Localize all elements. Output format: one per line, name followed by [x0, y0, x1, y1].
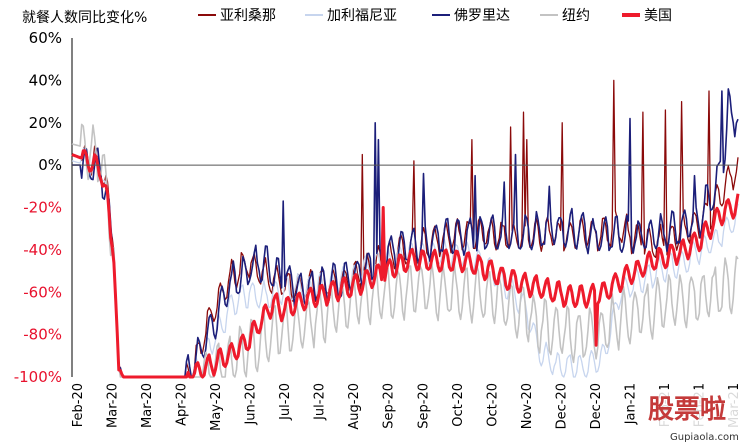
x-tick-label: Jul-20	[278, 383, 293, 421]
legend-label: 美国	[644, 8, 672, 24]
x-tick-label: Dec-20	[554, 383, 569, 429]
y-tick-label: 0%	[38, 156, 62, 174]
x-tick-label: Oct-20	[451, 383, 466, 427]
watermark-logo	[641, 389, 751, 427]
y-tick-label: -60%	[23, 283, 62, 301]
y-tick-label: 40%	[29, 71, 62, 89]
x-tick-label: Mar-20	[106, 383, 121, 428]
legend-label: 亚利桑那	[220, 8, 276, 24]
series-line-1	[71, 79, 739, 378]
legend-label: 佛罗里达	[454, 8, 510, 24]
y-tick-label: 60%	[29, 29, 62, 47]
y-tick-label: -20%	[23, 199, 62, 217]
plot-area	[71, 79, 740, 379]
x-tick-label: Jan-21	[623, 383, 638, 425]
legend-label: 加利福尼亚	[327, 8, 397, 24]
y-tick-label: -40%	[23, 241, 62, 259]
watermark-text: 股票啦	[648, 394, 726, 425]
y-tick-label: -80%	[23, 326, 62, 344]
x-tick-label: May-20	[209, 383, 224, 431]
x-tick-label: Feb-20	[71, 383, 86, 427]
y-tick-label: -100%	[14, 368, 62, 386]
legend: 亚利桑那 加利福尼亚 佛罗里达 纽约 美国	[198, 8, 672, 24]
legend-label: 纽约	[562, 8, 590, 24]
series-line-5	[71, 149, 740, 379]
series-line-3	[72, 88, 739, 378]
x-tick-label: Nov-20	[520, 383, 535, 429]
chart-title: 就餐人数同比变化%	[22, 10, 147, 26]
watermark: 股票啦 Gupiaola.com	[641, 389, 751, 443]
x-tick-label: Apr-20	[175, 383, 190, 426]
y-axis: 60% 40% 20% 0% -20% -40% -60% -80% -100%	[14, 29, 73, 386]
x-tick-label: Mar-20	[140, 383, 155, 428]
x-tick-label: Sep-20	[382, 383, 397, 429]
x-tick-label: Aug-20	[347, 383, 362, 430]
x-tick-label: Jul-20	[313, 383, 328, 421]
x-tick-label: Jun-20	[244, 383, 259, 426]
x-tick-label: Sep-20	[416, 383, 431, 429]
watermark-url: Gupiaola.com	[670, 432, 739, 443]
y-tick-label: 20%	[29, 114, 62, 132]
x-tick-label: Oct-20	[485, 383, 500, 427]
x-tick-label: Dec-20	[589, 383, 604, 429]
